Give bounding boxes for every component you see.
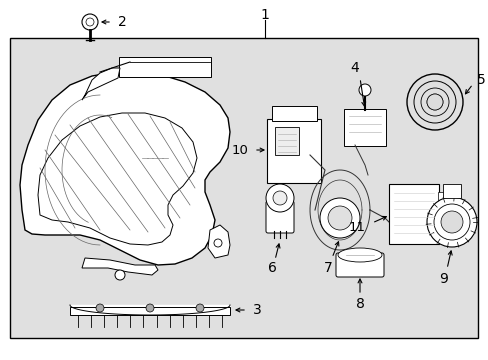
FancyBboxPatch shape xyxy=(70,307,229,315)
Text: 1: 1 xyxy=(260,8,269,22)
Polygon shape xyxy=(20,72,229,265)
Text: 5: 5 xyxy=(476,73,485,87)
FancyBboxPatch shape xyxy=(437,207,447,219)
Text: 11: 11 xyxy=(348,220,365,234)
Circle shape xyxy=(272,191,286,205)
FancyBboxPatch shape xyxy=(274,127,298,155)
Circle shape xyxy=(426,94,442,110)
FancyBboxPatch shape xyxy=(442,184,460,198)
Text: 10: 10 xyxy=(231,144,247,157)
Text: 9: 9 xyxy=(439,272,447,286)
FancyBboxPatch shape xyxy=(271,105,316,121)
Text: 6: 6 xyxy=(267,261,276,275)
Circle shape xyxy=(327,206,351,230)
Polygon shape xyxy=(207,225,229,258)
Text: 2: 2 xyxy=(118,15,126,29)
FancyBboxPatch shape xyxy=(265,201,293,233)
Circle shape xyxy=(358,84,370,96)
Text: 8: 8 xyxy=(355,297,364,311)
FancyBboxPatch shape xyxy=(437,192,447,202)
Circle shape xyxy=(319,198,359,238)
FancyBboxPatch shape xyxy=(437,224,447,234)
FancyBboxPatch shape xyxy=(335,253,383,277)
Polygon shape xyxy=(38,113,197,245)
Ellipse shape xyxy=(337,248,381,262)
FancyBboxPatch shape xyxy=(119,57,210,77)
FancyBboxPatch shape xyxy=(266,119,320,183)
Circle shape xyxy=(96,304,104,312)
Circle shape xyxy=(214,239,222,247)
Polygon shape xyxy=(82,68,120,100)
FancyBboxPatch shape xyxy=(388,184,438,244)
Circle shape xyxy=(196,304,203,312)
Text: 4: 4 xyxy=(350,61,359,75)
Polygon shape xyxy=(82,258,158,275)
Text: 7: 7 xyxy=(323,261,332,275)
Circle shape xyxy=(82,14,98,30)
FancyBboxPatch shape xyxy=(10,38,477,338)
Circle shape xyxy=(440,211,462,233)
FancyBboxPatch shape xyxy=(343,109,385,146)
Text: 3: 3 xyxy=(252,303,261,317)
Circle shape xyxy=(265,184,293,212)
Circle shape xyxy=(426,197,476,247)
Circle shape xyxy=(146,304,154,312)
Circle shape xyxy=(115,270,125,280)
